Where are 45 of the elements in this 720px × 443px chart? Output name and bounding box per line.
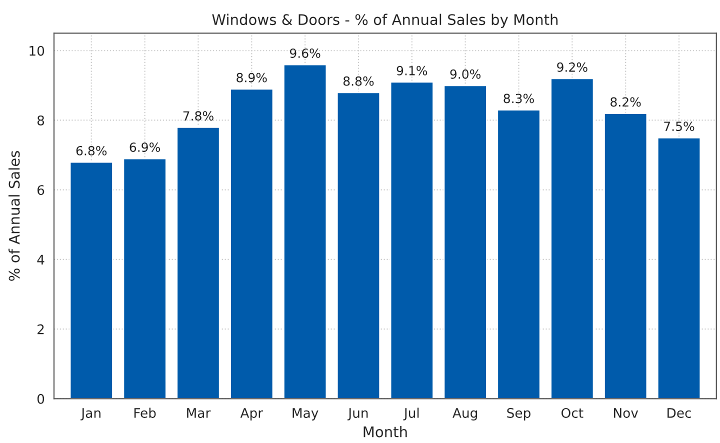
data-label: 7.8% xyxy=(183,111,214,121)
data-label: 9.0% xyxy=(450,69,481,79)
bar xyxy=(283,64,328,399)
x-tick-label: Sep xyxy=(507,408,530,420)
x-axis-title: Month xyxy=(364,426,407,438)
data-label: 8.8% xyxy=(343,76,374,86)
data-label: 9.6% xyxy=(290,48,320,58)
bar xyxy=(656,136,702,399)
bar xyxy=(122,158,167,399)
bar xyxy=(390,81,434,399)
bar xyxy=(550,78,594,399)
y-tick-label: 2 xyxy=(38,324,44,334)
y-tick-label: 4 xyxy=(37,254,44,264)
chart-title: Windows & Doors - % of Annual Sales by Month xyxy=(212,14,558,28)
y-axis-title: % of Annual Sales xyxy=(8,151,20,281)
x-tick-label: Jun xyxy=(348,408,368,420)
x-tick-label: Oct xyxy=(562,408,584,418)
data-label: 6.9% xyxy=(130,142,160,152)
x-tick-label: Jan xyxy=(80,408,100,420)
bar xyxy=(496,109,541,399)
x-tick-label: Mar xyxy=(187,408,211,418)
y-tick-label: 8 xyxy=(37,115,44,126)
x-tick-label: Nov xyxy=(614,408,638,418)
x-tick-label: Feb xyxy=(134,408,156,418)
x-tick-label: Dec xyxy=(668,408,691,418)
data-label: 9.1% xyxy=(396,66,428,76)
x-tick-label: May xyxy=(292,408,318,420)
y-tick-label: 6 xyxy=(38,185,44,196)
y-tick-label: 10 xyxy=(30,46,44,56)
data-label: 9.2% xyxy=(557,62,588,72)
bar xyxy=(230,88,274,399)
x-tick-label: Apr xyxy=(240,408,264,420)
bar xyxy=(443,84,488,399)
bar xyxy=(176,126,220,399)
bar xyxy=(604,112,648,399)
data-label: 8.3% xyxy=(504,94,534,104)
data-label: 7.5% xyxy=(664,122,694,132)
data-label: 6.8% xyxy=(76,146,107,156)
x-tick-label: Jul xyxy=(403,408,419,420)
bar xyxy=(336,92,381,399)
y-tick-label: 0 xyxy=(37,394,44,404)
data-label: 8.9% xyxy=(236,72,267,82)
bar xyxy=(69,161,114,399)
data-label: 8.2% xyxy=(610,97,641,107)
x-tick-label: Aug xyxy=(452,408,478,420)
